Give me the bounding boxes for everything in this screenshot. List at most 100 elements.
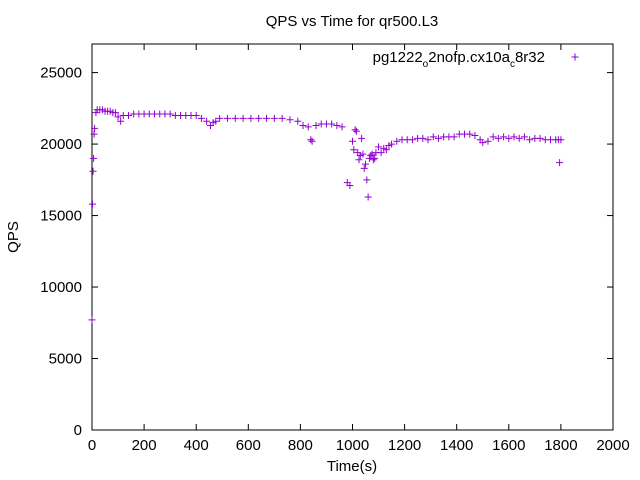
x-tick-label: 2000: [596, 437, 629, 454]
data-point: [520, 133, 528, 141]
data-point: [510, 133, 518, 141]
x-tick-label: 200: [132, 437, 157, 454]
plot-frame: [91, 43, 614, 431]
data-point: [349, 137, 356, 145]
data-point: [557, 136, 565, 144]
data-point: [355, 156, 363, 164]
data-point: [367, 152, 375, 160]
data-point: [223, 114, 231, 122]
y-tick-label: 20000: [40, 136, 82, 153]
data-point: [360, 164, 368, 172]
x-tick-label: 1400: [440, 437, 473, 454]
data-point: [368, 150, 376, 158]
data-point: [471, 131, 479, 139]
data-point: [369, 156, 377, 164]
data-point: [304, 123, 312, 131]
data-point: [88, 316, 96, 324]
legend-label-mid: 2nofp.cx10a: [428, 49, 510, 66]
legend-marker: [571, 53, 579, 61]
x-tick-label: 1600: [492, 437, 525, 454]
data-points: [88, 106, 565, 324]
data-point: [192, 111, 200, 119]
data-point: [92, 109, 100, 117]
x-tick-label: 400: [184, 437, 209, 454]
y-tick-label: 15000: [40, 208, 82, 225]
data-point: [90, 154, 98, 162]
x-tick-label: 600: [236, 437, 261, 454]
data-point: [263, 114, 271, 122]
data-point: [90, 130, 98, 138]
data-point: [255, 114, 263, 122]
data-point: [371, 154, 379, 162]
data-point: [216, 114, 224, 122]
y-axis-label: QPS: [5, 221, 22, 253]
data-point: [484, 137, 492, 145]
legend-label-sub2: c: [510, 59, 515, 70]
data-point: [294, 117, 302, 125]
data-point: [328, 120, 336, 128]
data-point: [333, 121, 341, 129]
data-point: [408, 136, 416, 144]
data-point: [352, 127, 360, 135]
data-point: [307, 136, 315, 144]
data-point: [231, 114, 239, 122]
data-point: [124, 111, 132, 119]
data-point: [114, 113, 122, 121]
data-point: [479, 139, 487, 147]
data-point: [166, 110, 174, 118]
chart-title: QPS vs Time for qr500.L3: [266, 13, 439, 30]
data-point: [247, 114, 255, 122]
legend-label-end: 8r32: [515, 49, 545, 66]
legend-marker-symbol: [571, 53, 579, 61]
data-point: [312, 121, 320, 129]
legend-label-base: pg1222: [373, 49, 423, 66]
data-point: [505, 134, 513, 142]
data-point: [197, 114, 205, 122]
data-point: [489, 133, 497, 141]
data-point: [359, 150, 367, 158]
x-tick-label: 0: [88, 437, 96, 454]
data-point: [382, 146, 390, 154]
legend-label-sub1: o: [423, 59, 429, 70]
data-point: [429, 133, 437, 141]
legend-label: pg1222o2nofp.cx10ac8r32: [373, 49, 545, 70]
legend: pg1222o2nofp.cx10ac8r32: [373, 49, 579, 70]
data-point: [89, 167, 97, 175]
data-point: [346, 182, 354, 190]
data-point: [515, 134, 523, 142]
x-axis: 0 200 400 600 800 1000 1200 1400 1600 1800 2000: [88, 44, 630, 454]
data-point: [212, 117, 220, 125]
x-tick-label: 800: [288, 437, 313, 454]
data-point: [270, 114, 278, 122]
data-point: [117, 117, 125, 125]
data-point: [536, 134, 544, 142]
data-point: [556, 159, 564, 167]
data-point: [203, 117, 211, 125]
data-point: [358, 134, 366, 142]
data-point: [466, 130, 474, 138]
data-point: [350, 146, 358, 154]
data-point: [91, 124, 99, 132]
data-point: [278, 114, 286, 122]
data-point: [111, 109, 119, 117]
y-tick-label: 10000: [40, 279, 82, 296]
data-point: [308, 137, 316, 145]
data-point: [434, 134, 442, 142]
data-point: [494, 134, 502, 142]
data-point: [299, 121, 307, 129]
y-axis: 0 5000 10000 15000 20000 25000: [40, 65, 613, 439]
x-tick-label: 1200: [388, 437, 421, 454]
y-tick-label: 0: [74, 422, 82, 439]
data-point: [286, 116, 294, 124]
data-point: [363, 176, 371, 184]
data-point: [419, 134, 427, 142]
data-point: [351, 126, 359, 134]
data-point: [377, 149, 385, 157]
x-axis-label: Time(s): [327, 458, 377, 475]
x-tick-label: 1800: [544, 437, 577, 454]
data-point: [388, 140, 396, 148]
data-point: [526, 136, 534, 144]
data-point: [89, 200, 97, 208]
y-tick-label: 25000: [40, 65, 82, 82]
